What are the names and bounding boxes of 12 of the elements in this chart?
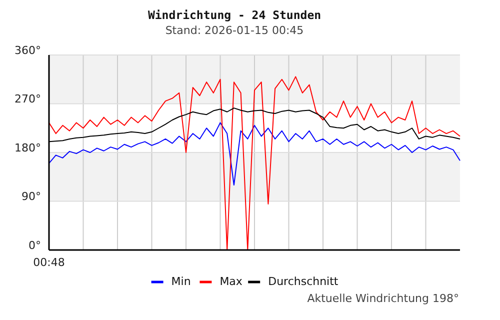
text: Aktuelle Windrichtung 198° <box>307 292 459 305</box>
x-tick-label: 00:48 <box>33 256 65 269</box>
chart-subtitle: Stand: 2026-01-15 00:45 <box>165 24 304 37</box>
y-tick-label: 0° <box>28 238 41 252</box>
legend-label: Max <box>220 275 243 288</box>
legend-label: Min <box>171 275 191 288</box>
chart-title: Windrichtung - 24 Stunden <box>148 8 322 22</box>
y-tick-label: 90° <box>22 190 41 204</box>
y-tick-label: 360° <box>14 44 41 57</box>
y-tick-label: 180° <box>14 141 41 154</box>
y-tick-label: 270° <box>14 92 41 106</box>
legend-label: Durchschnitt <box>268 275 339 288</box>
